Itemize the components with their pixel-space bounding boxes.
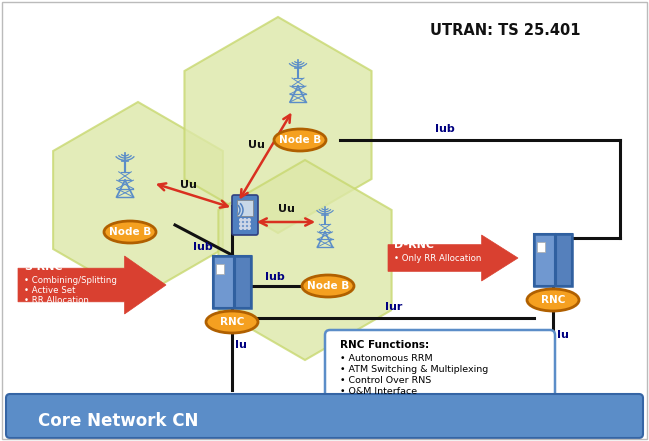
Text: • ATM Switching & Multiplexing: • ATM Switching & Multiplexing [340, 365, 488, 374]
Text: RNC: RNC [220, 317, 244, 327]
FancyBboxPatch shape [556, 234, 572, 286]
Circle shape [244, 223, 247, 225]
Text: S-RNC: S-RNC [24, 262, 62, 272]
Polygon shape [388, 235, 518, 281]
Circle shape [244, 227, 247, 229]
Text: Uu: Uu [278, 204, 295, 214]
Polygon shape [18, 256, 166, 314]
Polygon shape [219, 160, 391, 360]
Text: RNC Functions:: RNC Functions: [340, 340, 429, 350]
Text: • Control Over RNS: • Control Over RNS [340, 376, 431, 385]
Text: Uu: Uu [180, 180, 197, 190]
Text: Uu: Uu [248, 140, 265, 150]
Circle shape [244, 219, 247, 221]
Text: UTRAN: TS 25.401: UTRAN: TS 25.401 [430, 23, 580, 38]
FancyBboxPatch shape [6, 394, 643, 438]
Circle shape [248, 227, 251, 229]
Circle shape [248, 219, 251, 221]
Ellipse shape [206, 311, 258, 333]
Text: D-RNC: D-RNC [394, 240, 434, 250]
FancyBboxPatch shape [534, 234, 555, 286]
Text: Node B: Node B [109, 227, 151, 237]
Text: Node B: Node B [307, 281, 349, 291]
Ellipse shape [274, 129, 326, 151]
Text: • O&M Interface: • O&M Interface [340, 387, 417, 396]
Text: Iub: Iub [435, 124, 455, 134]
FancyBboxPatch shape [235, 256, 251, 308]
Text: • Autonomous RRM: • Autonomous RRM [340, 354, 433, 363]
Text: • Combining/Splitting: • Combining/Splitting [24, 276, 117, 285]
FancyBboxPatch shape [213, 256, 234, 308]
Polygon shape [184, 17, 371, 233]
Ellipse shape [527, 289, 579, 311]
Text: Node B: Node B [279, 135, 321, 145]
Ellipse shape [104, 221, 156, 243]
Ellipse shape [302, 275, 354, 297]
Text: • RR Allocation: • RR Allocation [24, 296, 89, 305]
FancyBboxPatch shape [237, 200, 253, 216]
Text: Core Network CN: Core Network CN [38, 412, 199, 430]
Circle shape [248, 223, 251, 225]
Text: Iur: Iur [385, 302, 402, 312]
Circle shape [239, 227, 242, 229]
Circle shape [239, 219, 242, 221]
FancyBboxPatch shape [232, 195, 258, 235]
Text: RNC: RNC [541, 295, 565, 305]
Circle shape [239, 223, 242, 225]
Text: • Only RR Allocation: • Only RR Allocation [394, 254, 482, 263]
Text: • Active Set: • Active Set [24, 286, 75, 295]
Polygon shape [53, 102, 223, 298]
Text: Iu: Iu [557, 330, 569, 340]
FancyBboxPatch shape [537, 242, 545, 252]
Text: Iu: Iu [235, 340, 247, 350]
Text: Iub: Iub [193, 242, 213, 252]
FancyBboxPatch shape [216, 264, 224, 274]
FancyBboxPatch shape [325, 330, 555, 412]
Text: Iub: Iub [265, 272, 285, 282]
